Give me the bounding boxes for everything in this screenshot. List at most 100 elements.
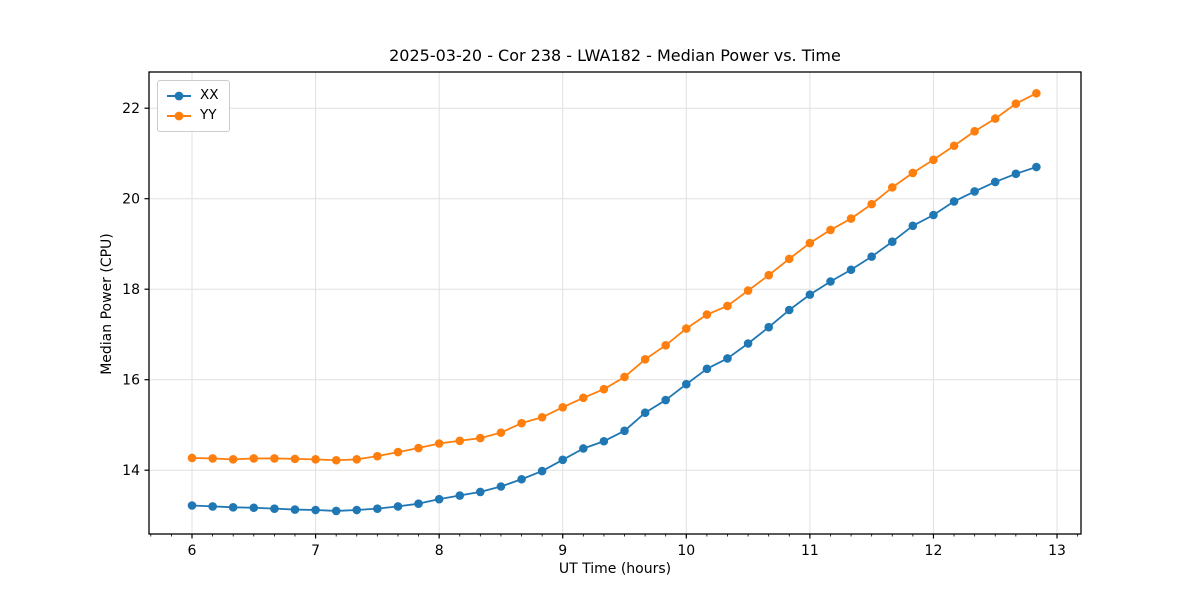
data-point-xx bbox=[208, 502, 217, 511]
data-point-xx bbox=[228, 503, 238, 512]
data-point-yy bbox=[599, 384, 609, 394]
data-point-xx bbox=[661, 395, 670, 405]
data-point-xx bbox=[867, 252, 876, 261]
data-point-xx bbox=[331, 506, 341, 516]
data-point-yy bbox=[393, 447, 403, 457]
data-point-xx bbox=[888, 237, 897, 246]
x-tick-label: 11 bbox=[801, 543, 819, 559]
data-point-xx bbox=[805, 290, 815, 299]
data-point-xx bbox=[270, 504, 279, 513]
data-point-yy bbox=[1011, 99, 1021, 108]
data-point-yy bbox=[990, 114, 1000, 123]
data-point-xx bbox=[846, 265, 856, 275]
data-point-yy bbox=[208, 454, 217, 463]
data-point-yy bbox=[537, 412, 547, 422]
data-point-yy bbox=[846, 214, 856, 223]
legend-entry-xx: XX bbox=[166, 86, 219, 106]
data-point-xx bbox=[826, 277, 835, 286]
data-point-yy bbox=[970, 126, 979, 136]
data-point-yy bbox=[455, 436, 465, 446]
data-point-yy bbox=[743, 286, 753, 295]
data-point-yy bbox=[661, 341, 670, 350]
data-point-yy bbox=[558, 403, 568, 412]
data-point-xx bbox=[949, 197, 959, 206]
data-point-xx bbox=[723, 354, 732, 363]
data-point-xx bbox=[311, 505, 320, 515]
legend-swatch-xx-icon bbox=[167, 91, 191, 101]
data-point-xx bbox=[558, 455, 568, 465]
data-point-yy bbox=[579, 393, 588, 403]
data-point-xx bbox=[908, 221, 918, 231]
data-point-yy bbox=[784, 254, 794, 264]
data-point-xx bbox=[970, 187, 979, 196]
data-point-yy bbox=[908, 168, 918, 178]
data-point-xx bbox=[784, 305, 794, 315]
data-point-xx bbox=[352, 505, 362, 515]
data-point-xx bbox=[743, 339, 753, 348]
data-point-xx bbox=[1032, 162, 1041, 172]
data-point-xx bbox=[434, 494, 444, 504]
y-tick-label: 14 bbox=[122, 463, 140, 479]
data-point-yy bbox=[517, 418, 526, 428]
data-point-yy bbox=[187, 453, 197, 463]
y-axis-label: Median Power (CPU) bbox=[99, 233, 115, 375]
data-point-xx bbox=[990, 177, 1000, 187]
data-point-yy bbox=[249, 454, 259, 463]
x-tick-label: 12 bbox=[925, 543, 943, 559]
data-point-yy bbox=[640, 355, 650, 364]
data-point-xx bbox=[517, 474, 526, 484]
x-axis-label: UT Time (hours) bbox=[558, 561, 672, 577]
data-point-xx bbox=[599, 436, 609, 446]
data-point-yy bbox=[1032, 88, 1041, 98]
data-point-xx bbox=[764, 322, 774, 332]
data-point-yy bbox=[311, 455, 320, 464]
data-point-yy bbox=[826, 225, 835, 235]
data-point-xx bbox=[620, 426, 629, 436]
x-tick-label: 13 bbox=[1048, 543, 1066, 559]
data-point-yy bbox=[352, 455, 362, 464]
data-point-xx bbox=[373, 504, 382, 513]
chart-title: 2025-03-20 - Cor 238 - LWA182 - Median P… bbox=[389, 46, 841, 65]
y-tick-label: 22 bbox=[122, 101, 140, 117]
legend-entry-yy: YY bbox=[166, 106, 219, 126]
data-point-yy bbox=[805, 238, 815, 248]
data-point-yy bbox=[867, 199, 876, 209]
data-point-xx bbox=[187, 501, 197, 510]
legend: XX YY bbox=[157, 80, 230, 132]
legend-label-yy: YY bbox=[200, 107, 217, 124]
data-point-xx bbox=[579, 444, 588, 453]
x-tick-label: 10 bbox=[677, 543, 695, 559]
data-point-yy bbox=[414, 443, 423, 453]
y-tick-label: 18 bbox=[122, 282, 140, 298]
axes-spines bbox=[148, 71, 1082, 535]
data-point-yy bbox=[702, 310, 712, 319]
legend-label-xx: XX bbox=[200, 87, 219, 104]
data-point-yy bbox=[682, 324, 691, 333]
data-point-xx bbox=[290, 505, 300, 514]
data-point-yy bbox=[270, 454, 279, 463]
data-point-yy bbox=[764, 270, 774, 280]
y-tick-label: 20 bbox=[122, 192, 140, 208]
x-tick-label: 7 bbox=[311, 543, 320, 559]
data-point-yy bbox=[434, 439, 444, 448]
axes-background bbox=[149, 72, 1081, 534]
x-tick-label: 6 bbox=[188, 543, 197, 559]
data-point-xx bbox=[1011, 169, 1021, 179]
data-point-xx bbox=[929, 210, 938, 220]
data-point-yy bbox=[228, 455, 238, 464]
data-point-yy bbox=[929, 155, 938, 165]
data-point-xx bbox=[393, 502, 403, 511]
data-point-xx bbox=[496, 482, 506, 491]
y-tick-label: 16 bbox=[122, 373, 140, 389]
x-tick-label: 9 bbox=[558, 543, 567, 559]
data-point-xx bbox=[682, 379, 691, 389]
data-point-yy bbox=[620, 372, 629, 382]
data-point-xx bbox=[537, 466, 547, 476]
data-point-xx bbox=[455, 491, 465, 500]
data-point-xx bbox=[414, 499, 423, 508]
data-point-xx bbox=[249, 503, 259, 513]
data-point-xx bbox=[476, 487, 485, 497]
data-point-yy bbox=[331, 455, 341, 465]
